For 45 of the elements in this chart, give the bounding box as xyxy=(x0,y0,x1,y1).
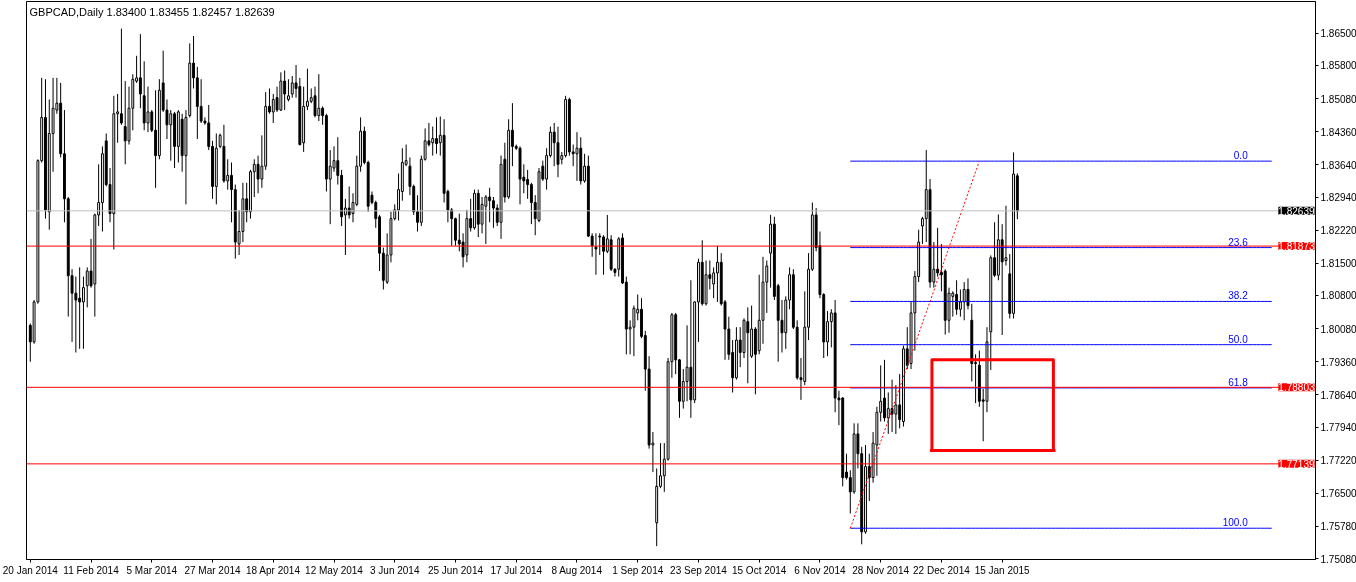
x-tick-label: 28 Nov 2014 xyxy=(852,564,910,576)
x-tick-label: 15 Oct 2014 xyxy=(731,564,787,576)
x-tick-label: 12 May 2014 xyxy=(305,564,364,576)
y-tick-label: 1.80080 xyxy=(1320,323,1356,335)
x-tick-label: 20 Jan 2014 xyxy=(2,564,59,576)
y-tick-label: 1.85800 xyxy=(1320,60,1356,72)
ref-line-label: 1.77139 xyxy=(1278,458,1315,470)
x-tick-label: 25 Jun 2014 xyxy=(427,564,484,576)
y-tick-label: 1.75780 xyxy=(1320,521,1356,533)
ref-line-label: 1.81873 xyxy=(1278,241,1315,253)
y-tick-label: 1.86500 xyxy=(1320,28,1356,40)
y-tick-label: 1.85080 xyxy=(1320,93,1356,105)
y-tick-label: 1.79360 xyxy=(1320,356,1356,368)
series-label: 38.2 xyxy=(1228,290,1249,302)
x-tick-label: 1 Sep 2014 xyxy=(612,564,664,576)
x-tick-label: 23 Sep 2014 xyxy=(670,564,728,576)
series-label: 100.0 xyxy=(1222,517,1249,529)
x-tick-label: 6 Nov 2014 xyxy=(794,564,846,576)
y-tick-label: 1.80800 xyxy=(1320,290,1356,302)
x-tick-label: 27 Mar 2014 xyxy=(184,564,242,576)
y-tick-label: 1.82220 xyxy=(1320,225,1356,237)
x-tick-label: 8 Aug 2014 xyxy=(551,564,603,576)
chart-title: GBPCAD,Daily 1.83400 1.83455 1.82457 1.82639 xyxy=(29,5,275,18)
y-tick-label: 1.75080 xyxy=(1320,553,1356,565)
x-tick-label: 5 Mar 2014 xyxy=(126,564,178,576)
y-tick-label: 1.82940 xyxy=(1320,192,1356,204)
series-label: 61.8 xyxy=(1228,376,1249,388)
y-tick-label: 1.81500 xyxy=(1320,258,1356,270)
x-tick-label: 17 Jul 2014 xyxy=(490,564,543,576)
y-tick-label: 1.78640 xyxy=(1320,389,1356,401)
series-label: 50.0 xyxy=(1228,333,1249,345)
y-tick-label: 1.83640 xyxy=(1320,159,1356,171)
ref-line-label: 1.82639 xyxy=(1278,205,1315,217)
y-tick-label: 1.84360 xyxy=(1320,126,1356,138)
series-label: 0.0 xyxy=(1233,150,1249,162)
y-tick-label: 1.77940 xyxy=(1320,422,1356,434)
ref-line-label: 1.78803 xyxy=(1278,382,1315,394)
x-tick-label: 18 Apr 2014 xyxy=(246,564,301,576)
x-tick-label: 15 Jan 2015 xyxy=(974,564,1031,576)
x-tick-label: 3 Jun 2014 xyxy=(370,564,420,576)
series-label: 23.6 xyxy=(1228,236,1249,248)
x-tick-label: 11 Feb 2014 xyxy=(63,564,120,576)
x-tick-label: 22 Dec 2014 xyxy=(913,564,971,576)
y-tick-label: 1.76500 xyxy=(1320,488,1356,500)
y-tick-label: 1.77220 xyxy=(1320,455,1356,467)
